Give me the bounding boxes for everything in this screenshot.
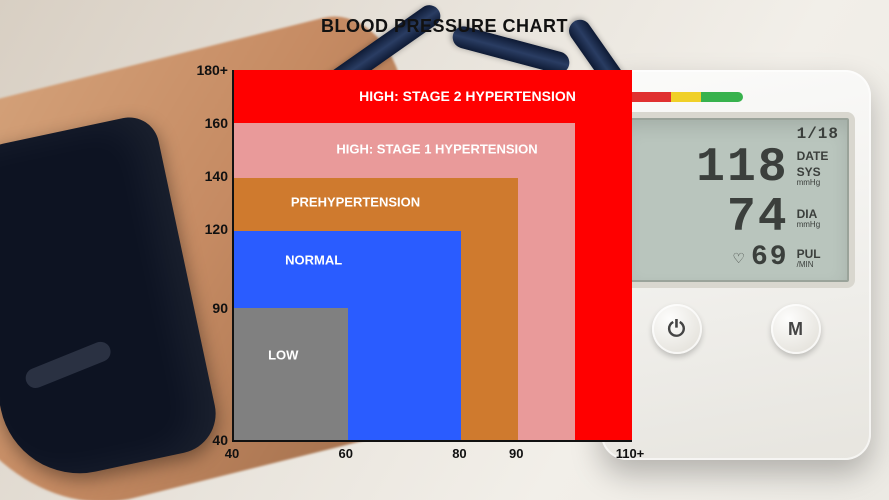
zone-label-low: LOW xyxy=(268,348,298,363)
y-tick: 90 xyxy=(188,300,228,316)
y-tick: 160 xyxy=(188,115,228,131)
lcd-dia-unit: mmHg xyxy=(797,220,839,229)
zone-label-normal: NORMAL xyxy=(285,253,342,268)
zone-label-stage2: HIGH: STAGE 2 HYPERTENSION xyxy=(359,88,576,104)
y-tick: 140 xyxy=(188,168,228,184)
lcd-screen: 1/18 118 DATE SYS mmHg 74 DIA mmHg ♡ 69 … xyxy=(617,112,855,288)
zone-label-stage1: HIGH: STAGE 1 HYPERTENSION xyxy=(336,142,537,157)
lcd-pul-label: PUL xyxy=(797,248,839,260)
lcd-date: 1/18 xyxy=(797,126,839,142)
x-tick: 110+ xyxy=(616,446,645,461)
lcd-sys-unit: mmHg xyxy=(797,178,839,187)
level-indicator-bar xyxy=(623,92,743,102)
x-tick: 80 xyxy=(452,446,466,461)
power-button[interactable]: ⏻ xyxy=(652,304,702,354)
y-tick: 180+ xyxy=(188,62,228,78)
y-tick: 40 xyxy=(188,432,228,448)
x-tick: 60 xyxy=(338,446,352,461)
lcd-date-label: DATE xyxy=(797,150,839,162)
zone-low xyxy=(234,308,348,440)
lcd-dia-value: 74 xyxy=(633,194,789,242)
lcd-pul-value: 69 xyxy=(751,244,789,272)
lcd-pul-unit: /MIN xyxy=(797,260,839,269)
plot-area: HIGH: STAGE 2 HYPERTENSION HIGH: STAGE 1 … xyxy=(232,70,632,442)
zone-label-pre: PREHYPERTENSION xyxy=(291,195,420,210)
x-tick: 90 xyxy=(509,446,523,461)
lcd-dia-label: DIA xyxy=(797,208,839,220)
lcd-sys-label: SYS xyxy=(797,166,839,178)
bp-chart: HIGH: STAGE 2 HYPERTENSION HIGH: STAGE 1 … xyxy=(200,70,630,474)
bp-monitor-device: 1/18 118 DATE SYS mmHg 74 DIA mmHg ♡ 69 … xyxy=(601,70,871,460)
y-tick: 120 xyxy=(188,221,228,237)
x-tick: 40 xyxy=(225,446,239,461)
memory-button[interactable]: M xyxy=(771,304,821,354)
lcd-sys-value: 118 xyxy=(633,144,789,192)
heart-icon: ♡ xyxy=(732,250,745,267)
chart-title: BLOOD PRESSURE CHART xyxy=(0,16,889,37)
